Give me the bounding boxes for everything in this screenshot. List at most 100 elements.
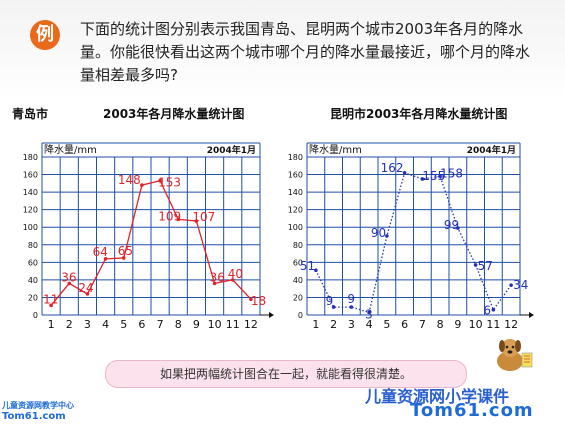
chart1-x-tick-label: 5 <box>120 318 127 331</box>
chart1-data-point <box>140 183 144 187</box>
chart2-data-label: 90 <box>371 226 386 240</box>
chart1-y-tick-label: 20 <box>28 293 38 302</box>
chart1-data-point <box>67 281 72 286</box>
hint-banner: 如果把两幅统计图合在一起，就能看得很清楚。 <box>105 360 467 388</box>
chart2-data-point <box>314 268 318 273</box>
chart1-data-point <box>212 281 217 286</box>
chart2-y-tick-label: 120 <box>288 206 303 215</box>
chart1-data-label: 40 <box>228 267 243 281</box>
chart1-data-point <box>249 297 253 302</box>
chart1-y-tick-label: 180 <box>23 153 38 162</box>
chart2-data-point <box>509 283 513 287</box>
chart1-title: 2003年各月降水量统计图 <box>103 107 245 121</box>
chart1-y-axis-label: 降水量/mm <box>44 143 97 156</box>
chart2-x-tick-label: 3 <box>348 318 355 331</box>
chart2-data-label: 57 <box>478 259 493 273</box>
brand-name-left: 儿童资源网教学中心 <box>2 401 74 410</box>
chart2-data-label: 158 <box>440 166 463 180</box>
chart1-data-point <box>230 278 235 282</box>
brand-url-left: Tom61.com <box>2 411 66 422</box>
chart2-y-tick-label: 140 <box>288 188 303 197</box>
brand-url-right: Tom61.com <box>410 400 534 421</box>
chart1-data-label: 36 <box>61 270 76 284</box>
chart2-y-tick-label: 180 <box>288 153 303 162</box>
question-text: 下面的统计图分别表示我国青岛、昆明两个城市2003年各月的降水量。你能很快看出这… <box>80 20 531 84</box>
chart2-y-axis-label: 降水量/mm <box>309 143 362 156</box>
chart2-x-tick-label: 7 <box>419 318 426 331</box>
dog-mascot-icon <box>497 339 533 371</box>
chart1-data-point <box>176 217 181 222</box>
chart2-x-tick-label: 6 <box>401 318 408 331</box>
chart1-city-label: 青岛市 <box>12 107 49 121</box>
chart1-x-tick-label: 10 <box>208 318 222 331</box>
chart2-x-tick-label: 9 <box>454 318 461 331</box>
chart2-data-label: 162 <box>381 161 404 175</box>
chart2-y-tick-label: 160 <box>288 171 303 180</box>
chart2-y-tick-label: 40 <box>293 276 303 285</box>
chart2-y-tick-label: 20 <box>293 293 303 302</box>
chart1-data-label: 65 <box>118 244 133 258</box>
chart2-data-point <box>420 177 425 181</box>
chart2-data-label: 6 <box>483 304 491 318</box>
chart2-y-tick-label: 80 <box>293 241 303 250</box>
chart2-data-point <box>491 307 496 312</box>
chart1-x-tick-label: 9 <box>193 318 200 331</box>
chart2-x-tick-label: 10 <box>469 318 483 331</box>
brand-name-right: 儿童资源网小学课件 <box>365 387 510 406</box>
chart1-data-label: 11 <box>43 292 58 306</box>
chart1-y-tick-label: 80 <box>28 241 38 250</box>
chart2-data-point <box>349 305 354 309</box>
chart2-data-point <box>385 234 389 238</box>
chart1-data-label: 36 <box>210 270 225 284</box>
chart2-data-label: 9 <box>347 292 355 306</box>
chart1-data-point <box>121 256 126 260</box>
chart1-y-tick-label: 120 <box>23 206 38 215</box>
chart1-data-label: 64 <box>93 245 108 259</box>
chart2-x-axis-arrow-icon <box>529 312 534 318</box>
chart1-data-point <box>85 292 90 296</box>
chart2-x-tick-label: 5 <box>383 318 390 331</box>
chart2-data-label: 155 <box>422 169 445 183</box>
chart1-data-point <box>49 303 53 308</box>
chart2-data-point <box>473 263 478 267</box>
chart1-data-label: 107 <box>192 210 215 224</box>
chart2-x-tick-label: 2 <box>330 318 337 331</box>
example-badge: 例 <box>30 20 60 50</box>
chart1-y-tick-label: 160 <box>23 171 38 180</box>
chart2-title: 昆明市2003年各月降水量统计图 <box>330 107 508 121</box>
chart1-data-point <box>194 219 199 223</box>
chart2-x-tick-label: 8 <box>437 318 444 331</box>
chart1-data-label: 24 <box>78 281 93 295</box>
chart2-x-tick-label: 4 <box>366 318 373 331</box>
chart1-series-line <box>50 179 252 306</box>
chart2-data-point <box>402 171 407 175</box>
chart1-x-tick-label: 3 <box>84 318 91 331</box>
chart2-series-line <box>315 171 512 314</box>
chart2-y-tick-label: 100 <box>288 223 303 232</box>
chart1-y-tick-label: 60 <box>28 258 38 267</box>
chart2-data-point <box>367 310 371 315</box>
chart1-y-tick-label: 0 <box>33 311 38 320</box>
chart1-x-tick-label: 12 <box>244 318 258 331</box>
chart2-data-label: 3 <box>365 307 373 321</box>
chart2-data-point <box>438 174 442 179</box>
chart1-data-label: 18 <box>251 294 266 308</box>
chart2-y-tick-label: 60 <box>293 258 303 267</box>
chart1-x-axis-arrow-icon <box>269 312 274 318</box>
chart2-x-tick-label: 12 <box>504 318 518 331</box>
chart1-x-tick-label: 1 <box>48 318 55 331</box>
header-band <box>0 0 565 100</box>
chart1-y-tick-label: 100 <box>23 223 38 232</box>
chart2-data-label: 34 <box>513 278 528 292</box>
chart1-x-tick-label: 4 <box>102 318 109 331</box>
chart2-data-label: 51 <box>300 259 315 273</box>
chart1-x-tick-label: 6 <box>138 318 145 331</box>
chart1-x-tick-label: 8 <box>175 318 182 331</box>
chart1-data-point <box>158 178 162 183</box>
chart2-x-tick-label: 11 <box>486 318 500 331</box>
chart1-data-point <box>103 257 108 261</box>
chart1-x-tick-label: 7 <box>157 318 164 331</box>
chart1-data-label: 148 <box>118 173 141 187</box>
chart1-date-label: 2004年1月 <box>207 144 256 156</box>
hint-banner-text: 如果把两幅统计图合在一起，就能看得很清楚。 <box>159 367 412 381</box>
